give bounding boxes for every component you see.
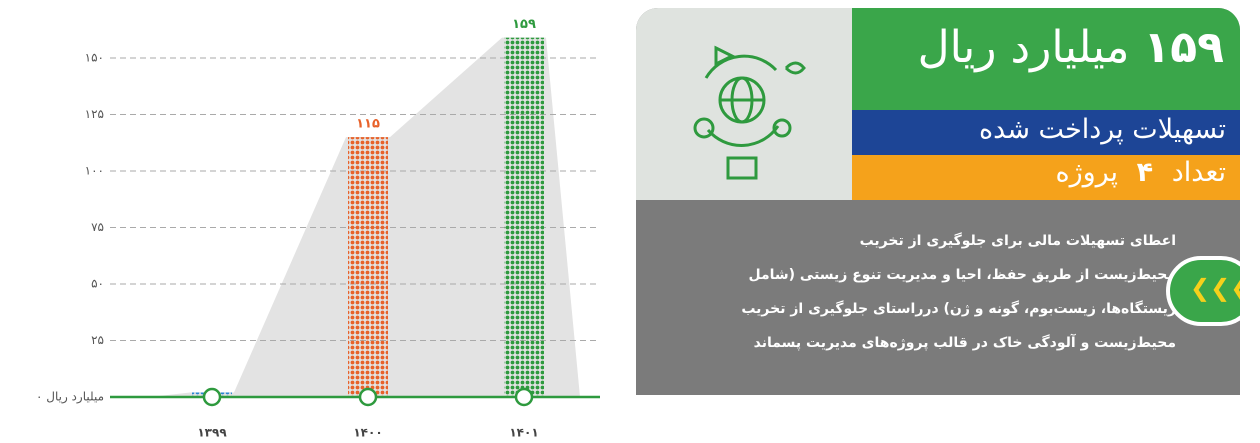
count: تعداد ۴ پروژه — [852, 155, 1240, 200]
y-tick-label: ۲۵ — [91, 333, 104, 347]
body-line: محیط‌زیست از طریق حفظ، احیا و مدیریت تنو… — [748, 267, 1176, 283]
chart: ۰ میلیارد ریال ۲۵ ۵۰ ۷۵ ۱۰۰ ۱۲۵ ۱۵۰ ۱۳۹۹ ۱۱۵ ۱۴۰۰… — [36, 17, 600, 440]
title: ۱۵۹ میلیارد ریال — [852, 8, 1240, 110]
title-unit: میلیارد ریال — [917, 22, 1130, 73]
category-marker — [358, 387, 378, 407]
eco-icon — [693, 45, 806, 180]
body-line: زیستگاه‌ها، زیست‌بوم، گونه و ژن) درراستا… — [741, 301, 1176, 317]
bar — [504, 37, 544, 397]
body-text: اعطای تسهیلات مالی برای جلوگیری از تخریب… — [636, 224, 1176, 360]
count-unit: پروژه — [1055, 157, 1119, 188]
count-number: ۴ — [1136, 157, 1154, 188]
info-panel: ۱۵۹ میلیارد ریال تسهیلات پرداخت شده تعدا… — [636, 8, 1240, 395]
value-label: ۱۱۵ — [356, 117, 380, 132]
x-tick-label: ۱۴۰۱ — [509, 426, 538, 440]
x-tick-label: ۱۳۹۹ — [197, 426, 227, 440]
y-tick-label: ۱۵۰ — [85, 51, 104, 65]
count-label: تعداد — [1171, 157, 1226, 188]
category-marker — [202, 387, 222, 407]
y-tick-label: ۷۵ — [91, 220, 104, 234]
icon-area — [636, 8, 852, 200]
title-number: ۱۵۹ — [1143, 22, 1224, 73]
category-marker — [514, 387, 534, 407]
y-tick-label: ۵۰ — [91, 277, 104, 291]
body-line: محیط‌زیست و آلودگی خاک در قالب پروژه‌های… — [753, 335, 1176, 351]
subtitle: تسهیلات پرداخت شده — [852, 110, 1240, 155]
bar — [348, 137, 388, 397]
value-label: ۱۵۹ — [512, 17, 536, 32]
x-tick-label: ۱۴۰۰ — [353, 426, 382, 440]
body-line: اعطای تسهیلات مالی برای جلوگیری از تخریب — [859, 233, 1176, 249]
y-tick-label: ۱۰۰ — [85, 164, 104, 178]
y-tick-label: ۰ میلیارد ریال — [36, 390, 104, 405]
y-tick-label: ۱۲۵ — [85, 107, 104, 121]
arrow-tab: ❮❮❮ — [1166, 256, 1240, 326]
